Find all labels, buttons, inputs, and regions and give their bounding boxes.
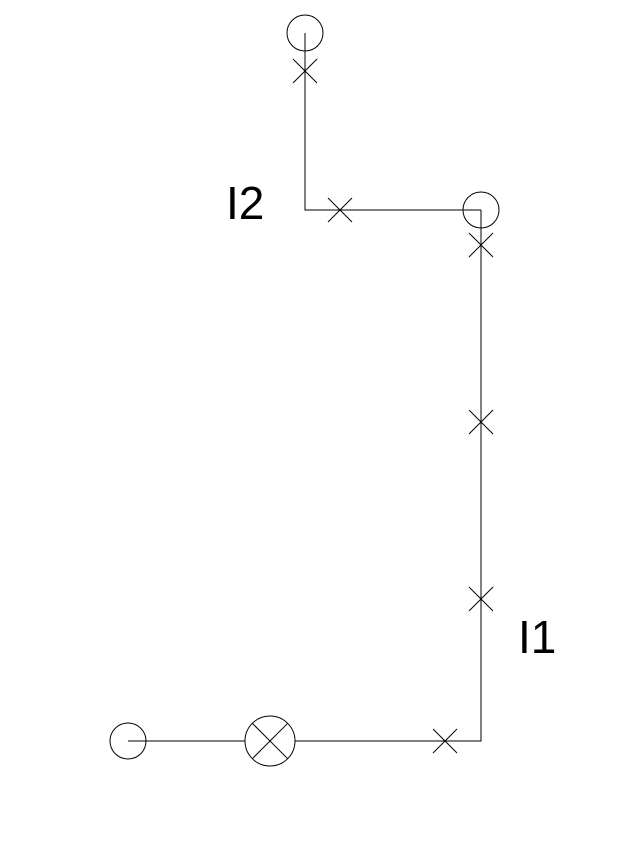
wire-top-segment [304, 33, 481, 211]
cross-mark-below-junction [468, 232, 494, 258]
wire-main-segment [128, 210, 482, 742]
cross-mark-top [292, 58, 318, 84]
label-i2: I2 [226, 177, 264, 229]
label-i1: I1 [518, 611, 556, 663]
cross-mark-right-lower [468, 586, 494, 612]
lamp-symbol [244, 715, 296, 767]
cross-mark-bottom-horizontal [432, 728, 458, 754]
cross-mark-right-middle [468, 409, 494, 435]
cross-mark-upper-horizontal [327, 197, 353, 223]
